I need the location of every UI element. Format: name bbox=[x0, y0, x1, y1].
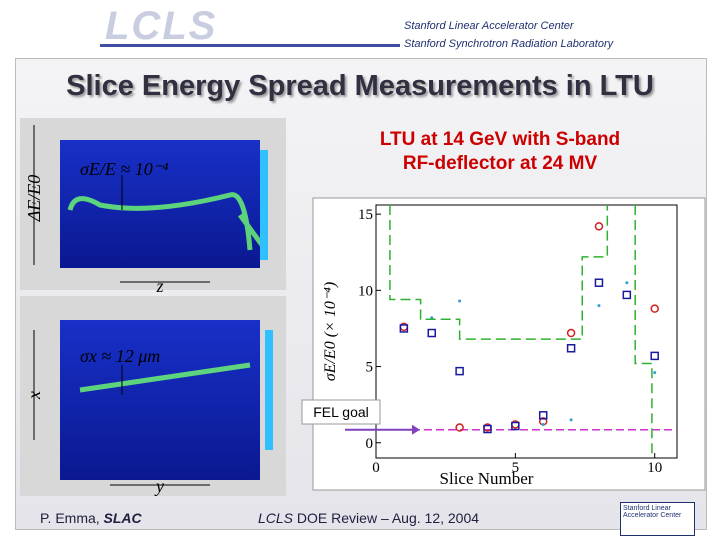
point bbox=[538, 411, 548, 420]
goal-label: FEL goal bbox=[313, 404, 369, 420]
x-tick-label: 5 bbox=[512, 460, 520, 476]
beam-trace bbox=[67, 192, 265, 251]
org: Stanford Synchrotron Radiation Laborator… bbox=[404, 38, 614, 50]
image-note: σx ≈ 12 μm bbox=[80, 346, 160, 366]
heatmap bbox=[60, 320, 260, 480]
point bbox=[399, 324, 409, 333]
point bbox=[455, 423, 464, 432]
y-tick-label: 10 bbox=[358, 283, 373, 299]
point bbox=[622, 290, 632, 300]
x-axis-label: Slice Number bbox=[440, 469, 534, 488]
axes-box bbox=[375, 204, 678, 459]
beam-trace bbox=[79, 362, 251, 393]
point bbox=[483, 424, 492, 434]
point bbox=[541, 422, 545, 426]
footer-author: P. Emma, SLAC bbox=[40, 510, 142, 526]
image-axis: y bbox=[154, 476, 164, 496]
header: LCLS Stanford Linear Accelerator Center … bbox=[0, 0, 720, 58]
org: Stanford Linear Accelerator Center bbox=[404, 20, 574, 32]
image-axis: z bbox=[155, 276, 163, 296]
point bbox=[625, 281, 629, 285]
x-tick-label: 10 bbox=[647, 460, 662, 476]
image-axis: ΔE/E0 bbox=[24, 175, 44, 223]
colorbar bbox=[265, 330, 273, 450]
subtitle-line: RF-deflector at 24 MV bbox=[402, 153, 598, 174]
chart: 0 5 10 15 0 5 10 Slice Number σE/E0 (× 10⁻⁴) FEL … bbox=[301, 204, 678, 488]
point bbox=[594, 222, 604, 231]
subtitle-line: LTU at 14 GeV with S-band bbox=[379, 129, 621, 150]
point bbox=[455, 366, 464, 376]
point bbox=[597, 304, 601, 308]
logo: LCLS bbox=[105, 4, 218, 48]
point bbox=[650, 304, 659, 313]
point bbox=[566, 344, 576, 353]
series-line bbox=[634, 205, 653, 458]
footer-event: LCLS DOE Review – Aug. 12, 2004 bbox=[258, 510, 479, 526]
point bbox=[511, 421, 520, 431]
author: P. Emma, bbox=[40, 510, 100, 526]
colorbar bbox=[260, 150, 268, 260]
point bbox=[650, 351, 659, 361]
point bbox=[594, 278, 604, 287]
point bbox=[430, 316, 434, 320]
subtitle: LTU at 14 GeV with S-band RF-deflector a… bbox=[300, 128, 700, 176]
y-axis-label: σE/E0 (× 10⁻⁴) bbox=[322, 282, 339, 381]
event: LCLS bbox=[258, 510, 294, 526]
y-tick-label: 15 bbox=[358, 207, 373, 223]
series-line bbox=[389, 205, 609, 340]
event: DOE Review – Aug. 12, 2004 bbox=[296, 510, 480, 526]
image-note: σE/E ≈ 10⁻⁴ bbox=[80, 159, 169, 179]
slide-title: Slice Energy Spread Measurements in LTU bbox=[66, 70, 654, 102]
point bbox=[653, 371, 657, 375]
point bbox=[458, 299, 462, 303]
y-tick-label: 0 bbox=[366, 436, 374, 452]
y-tick-label: 5 bbox=[366, 360, 374, 376]
org: SLAC bbox=[103, 510, 142, 526]
point bbox=[566, 328, 576, 338]
plot-frame bbox=[312, 197, 706, 491]
point bbox=[427, 328, 436, 338]
rule bbox=[100, 44, 400, 47]
x-tick-label: 0 bbox=[372, 460, 380, 476]
goal-box bbox=[301, 399, 381, 425]
goal-arrowhead bbox=[412, 424, 420, 435]
image-axis: x bbox=[24, 391, 44, 400]
point bbox=[569, 418, 573, 422]
footer-logo: Stanford Linear Accelerator Center bbox=[620, 502, 695, 536]
